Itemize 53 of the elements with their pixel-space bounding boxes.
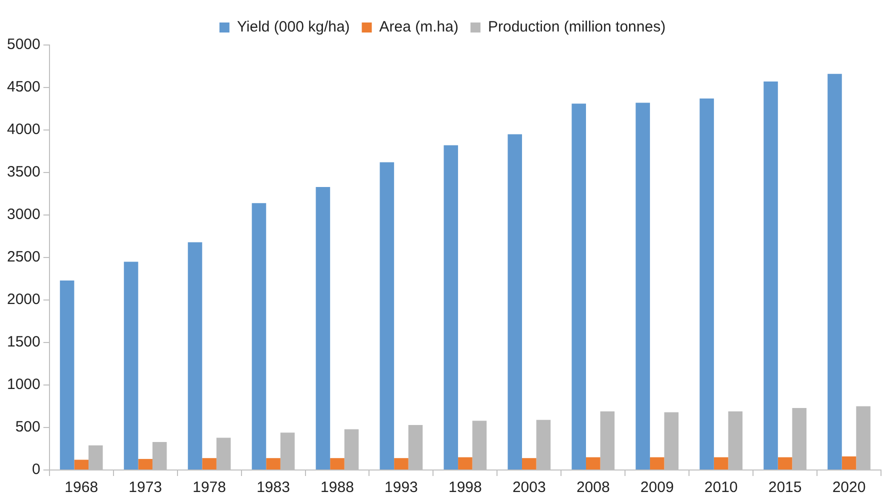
bar — [202, 458, 216, 470]
y-tick-label: 0 — [32, 461, 40, 478]
bar — [572, 104, 586, 470]
bar — [586, 457, 600, 470]
legend-label: Yield (000 kg/ha) — [236, 18, 350, 36]
y-tick-label: 5000 — [6, 36, 40, 54]
bar — [252, 203, 266, 470]
x-tick-label: 2009 — [640, 479, 674, 496]
x-tick-label: 1973 — [128, 479, 162, 496]
bar — [714, 457, 728, 470]
bar — [828, 74, 842, 470]
x-tick-label: 1988 — [320, 479, 354, 496]
legend-label: Area (m.ha) — [379, 18, 458, 36]
bar — [188, 242, 202, 470]
x-tick-label: 1968 — [64, 479, 98, 496]
bar — [778, 457, 792, 470]
bar — [266, 458, 280, 470]
bar — [394, 458, 408, 470]
x-tick-label: 1998 — [448, 479, 482, 496]
x-tick-label: 2010 — [704, 479, 738, 496]
x-tick-label: 2008 — [576, 479, 610, 496]
y-tick-label: 4500 — [6, 78, 40, 96]
bar — [522, 458, 536, 470]
y-tick-label: 1500 — [6, 334, 40, 351]
bar — [444, 145, 458, 470]
bar — [650, 457, 664, 470]
y-tick-label: 1000 — [6, 376, 40, 394]
bar — [60, 280, 74, 470]
bar — [330, 458, 344, 470]
y-tick-label: 3500 — [6, 164, 40, 181]
bar — [124, 262, 138, 470]
bar — [138, 458, 152, 470]
x-tick-label: 2003 — [512, 479, 546, 496]
y-tick-label: 500 — [15, 418, 40, 436]
bar — [700, 98, 714, 470]
y-tick-label: 4000 — [6, 121, 40, 138]
y-tick-label: 3000 — [6, 206, 40, 224]
x-tick-label: 1983 — [256, 479, 290, 496]
bar — [508, 134, 522, 470]
x-tick-label: 2015 — [768, 479, 802, 496]
bar — [764, 82, 778, 470]
bar — [74, 460, 88, 470]
x-tick-label: 2020 — [832, 479, 866, 496]
bar — [458, 457, 472, 470]
bar — [380, 162, 394, 470]
x-tick-label: 1993 — [384, 479, 418, 496]
bar — [636, 102, 650, 470]
x-tick-label: 1978 — [192, 479, 226, 496]
legend-label: Production (million tonnes) — [488, 18, 666, 36]
bar — [316, 186, 330, 470]
y-tick-label: 2500 — [6, 248, 40, 266]
y-tick-label: 2000 — [6, 291, 40, 308]
bar — [842, 456, 856, 470]
